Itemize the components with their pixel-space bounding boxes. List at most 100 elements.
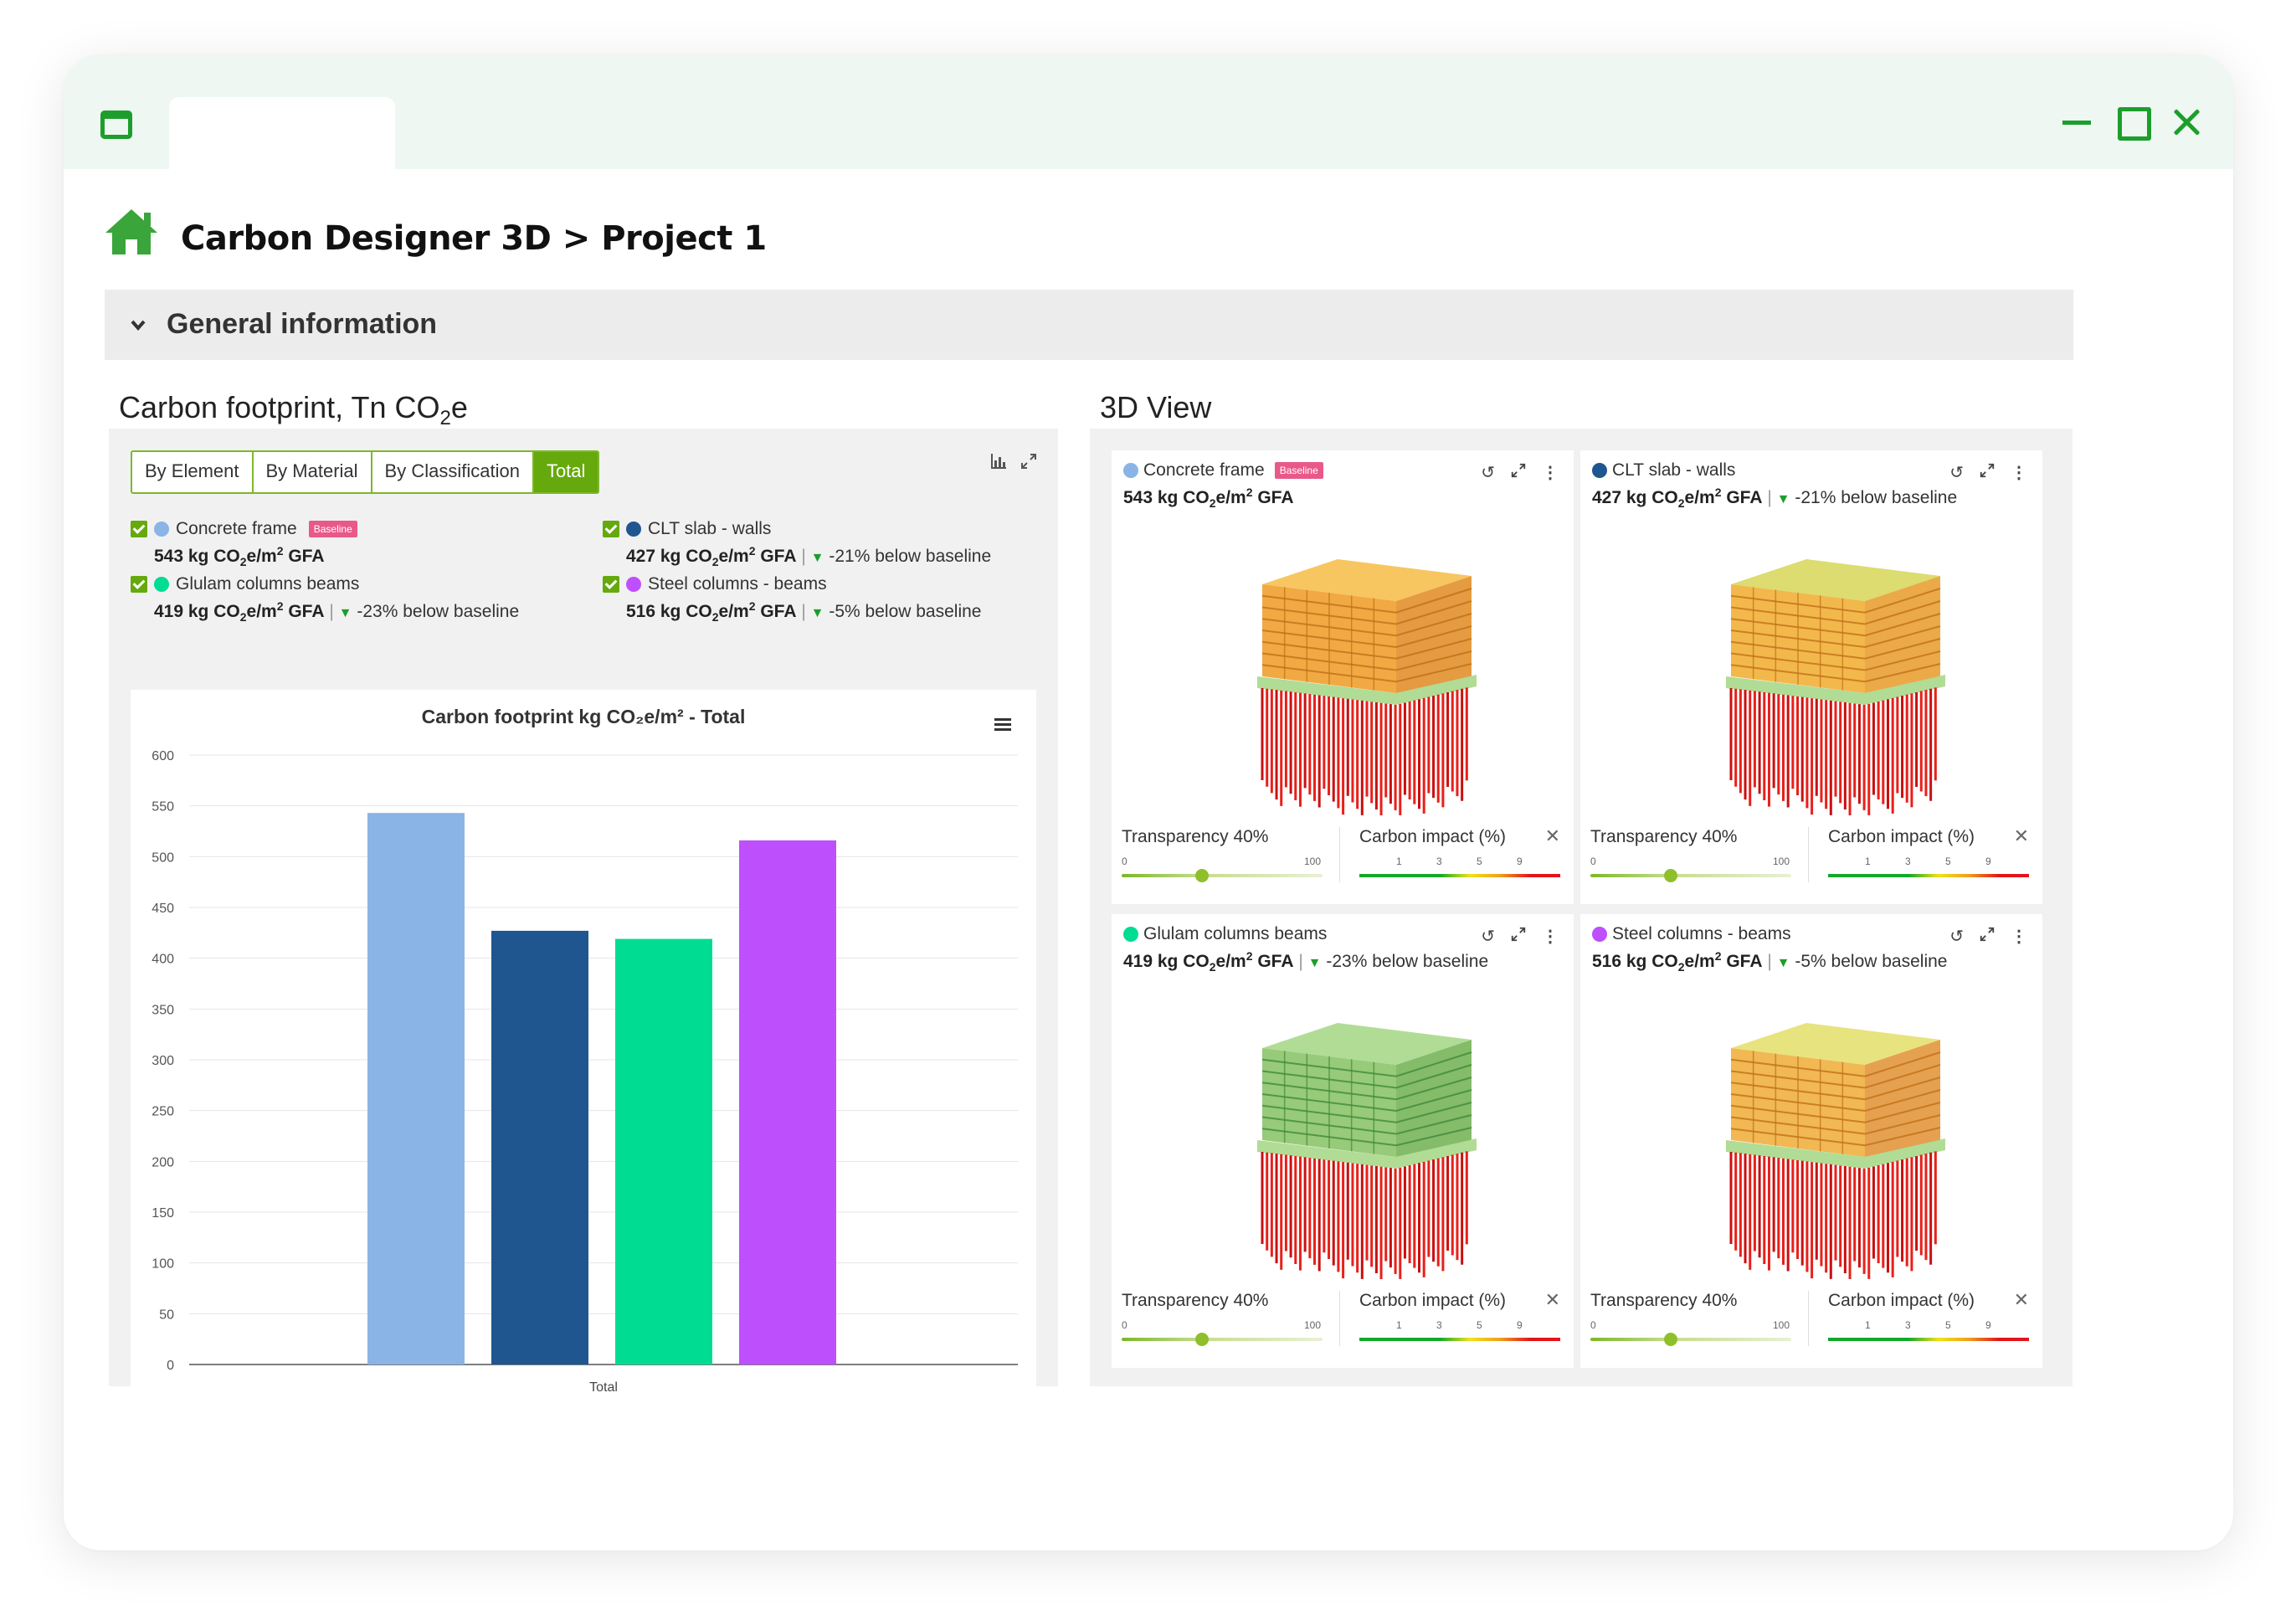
transparency-slider[interactable] <box>1122 1333 1323 1346</box>
slider-knob[interactable] <box>1195 869 1209 882</box>
legend-value: 427 kg CO2e/m2 GFA | ▼ -21% below baseli… <box>626 544 992 569</box>
baseline-badge: Baseline <box>1274 462 1323 479</box>
impact-tick: 1 <box>1865 856 1871 867</box>
close-icon[interactable]: ✕ <box>2013 1289 2029 1310</box>
building-3d-model[interactable] <box>1664 998 1965 1282</box>
card-value: 543 kg CO2e/m2 GFA <box>1123 486 1294 511</box>
expand-icon[interactable] <box>1510 462 1527 479</box>
legend-item[interactable]: Concrete frame Baseline 543 kg CO2e/m2 G… <box>131 517 357 568</box>
carbon-impact-scale <box>1359 874 1560 877</box>
chevron-down-icon <box>131 320 146 331</box>
tab-by-classification[interactable]: By Classification <box>372 452 534 492</box>
chart-title: Carbon footprint kg CO₂e/m² - Total <box>422 706 746 727</box>
slider-knob[interactable] <box>1664 1333 1677 1346</box>
carbon-impact-label: Carbon impact (%) <box>1359 827 1507 846</box>
baseline-badge: Baseline <box>308 521 357 537</box>
transparency-min: 0 <box>1590 856 1596 867</box>
tab-by-material[interactable]: By Material <box>253 452 372 492</box>
expand-icon[interactable] <box>1979 926 1996 943</box>
view-mode-tabs: By Element By Material By Classification… <box>131 450 600 494</box>
expand-icon[interactable] <box>1979 462 1996 479</box>
legend-item[interactable]: CLT slab - walls 427 kg CO2e/m2 GFA | ▼ … <box>603 517 991 568</box>
legend-label: Steel columns - beams <box>648 574 827 594</box>
impact-tick: 9 <box>1985 856 1991 867</box>
app-window-icon <box>100 110 132 139</box>
carbon-impact-scale <box>1828 874 2029 877</box>
legend-item[interactable]: Steel columns - beams 516 kg CO2e/m2 GFA… <box>603 573 981 624</box>
more-vertical-icon[interactable]: ⋮ <box>2011 464 2027 482</box>
impact-tick: 1 <box>1396 1319 1402 1331</box>
building-3d-model[interactable] <box>1664 534 1965 819</box>
rotate-reset-icon[interactable]: ↺ <box>1949 464 1964 482</box>
tab-total[interactable]: Total <box>533 452 598 492</box>
more-vertical-icon[interactable]: ⋮ <box>1542 464 1559 482</box>
transparency-min: 0 <box>1590 1319 1596 1331</box>
impact-tick: 5 <box>1945 1319 1951 1331</box>
minimize-icon[interactable] <box>2062 105 2096 139</box>
close-icon[interactable]: ✕ <box>1544 825 1560 846</box>
transparency-label: Transparency 40% <box>1590 1291 1738 1310</box>
rotate-reset-icon[interactable]: ↺ <box>1481 464 1495 482</box>
close-icon[interactable]: ✕ <box>2013 825 2029 846</box>
bar-chart-icon[interactable] <box>989 452 1008 470</box>
legend-label: CLT slab - walls <box>648 519 772 538</box>
close-window-icon[interactable] <box>2170 105 2203 139</box>
slider-knob[interactable] <box>1664 869 1677 882</box>
carbon-impact-scale <box>1828 1338 2029 1341</box>
legend-value: 419 kg CO2e/m2 GFA | ▼ -23% below baseli… <box>154 599 520 624</box>
y-tick-label: 450 <box>152 902 174 916</box>
down-triangle-icon: ▼ <box>1776 492 1790 506</box>
bar-clt-slab-walls <box>491 930 588 1364</box>
down-triangle-icon: ▼ <box>1307 956 1322 970</box>
3d-view-title: 3D View <box>1100 390 1212 424</box>
series-color-dot <box>1123 463 1138 478</box>
transparency-max: 100 <box>1304 1319 1322 1331</box>
building-3d-model[interactable] <box>1195 998 1497 1282</box>
transparency-max: 100 <box>1773 856 1790 867</box>
slider-knob[interactable] <box>1195 1333 1209 1346</box>
rotate-reset-icon[interactable]: ↺ <box>1949 928 1964 946</box>
checkbox[interactable] <box>603 521 619 537</box>
impact-tick: 5 <box>1477 856 1482 867</box>
rotate-reset-icon[interactable]: ↺ <box>1481 928 1495 946</box>
impact-tick: 3 <box>1436 1319 1442 1331</box>
view-card-steel[interactable]: Steel columns - beams 516 kg CO2e/m2 GFA… <box>1580 914 2042 1368</box>
y-tick-label: 0 <box>167 1359 174 1373</box>
carbon-footprint-panel: By Element By Material By Classification… <box>109 429 1058 1423</box>
transparency-label: Transparency 40% <box>1122 1291 1269 1310</box>
impact-tick: 9 <box>1517 1319 1523 1331</box>
impact-tick: 1 <box>1865 1319 1871 1331</box>
maximize-icon[interactable] <box>2116 105 2151 141</box>
expand-icon[interactable] <box>1510 926 1527 943</box>
browser-tab[interactable] <box>169 97 395 169</box>
tab-by-element[interactable]: By Element <box>132 452 254 492</box>
checkbox[interactable] <box>131 576 147 593</box>
series-color-dot <box>154 522 169 537</box>
card-title: Glulam columns beams <box>1143 924 1328 943</box>
close-icon[interactable]: ✕ <box>1544 1289 1560 1310</box>
more-vertical-icon[interactable]: ⋮ <box>2011 928 2027 946</box>
general-info-header[interactable]: General information <box>105 290 2073 360</box>
more-vertical-icon[interactable]: ⋮ <box>1542 928 1559 946</box>
expand-icon[interactable] <box>1020 452 1038 470</box>
view-card-clt[interactable]: CLT slab - walls 427 kg CO2e/m2 GFA | ▼ … <box>1580 450 2042 904</box>
home-icon[interactable] <box>104 208 159 256</box>
transparency-max: 100 <box>1773 1319 1790 1331</box>
down-triangle-icon: ▼ <box>1776 956 1790 970</box>
card-value: 419 kg CO2e/m2 GFA | ▼ -23% below baseli… <box>1123 949 1489 974</box>
transparency-slider[interactable] <box>1590 869 1791 882</box>
card-title: Concrete frame <box>1143 460 1265 480</box>
transparency-slider[interactable] <box>1122 869 1323 882</box>
hamburger-menu-icon[interactable] <box>994 718 1011 733</box>
transparency-slider[interactable] <box>1590 1333 1791 1346</box>
carbon-impact-label: Carbon impact (%) <box>1828 1291 1975 1310</box>
transparency-min: 0 <box>1122 856 1127 867</box>
transparency-min: 0 <box>1122 1319 1127 1331</box>
view-card-concrete[interactable]: Concrete frame Baseline 543 kg CO2e/m2 G… <box>1112 450 1574 904</box>
legend-value: 516 kg CO2e/m2 GFA | ▼ -5% below baselin… <box>626 599 982 624</box>
building-3d-model[interactable] <box>1195 534 1497 819</box>
view-card-glulam[interactable]: Glulam columns beams 419 kg CO2e/m2 GFA … <box>1112 914 1574 1368</box>
legend-item[interactable]: Glulam columns beams 419 kg CO2e/m2 GFA … <box>131 573 519 624</box>
checkbox[interactable] <box>603 576 619 593</box>
checkbox[interactable] <box>131 521 147 537</box>
